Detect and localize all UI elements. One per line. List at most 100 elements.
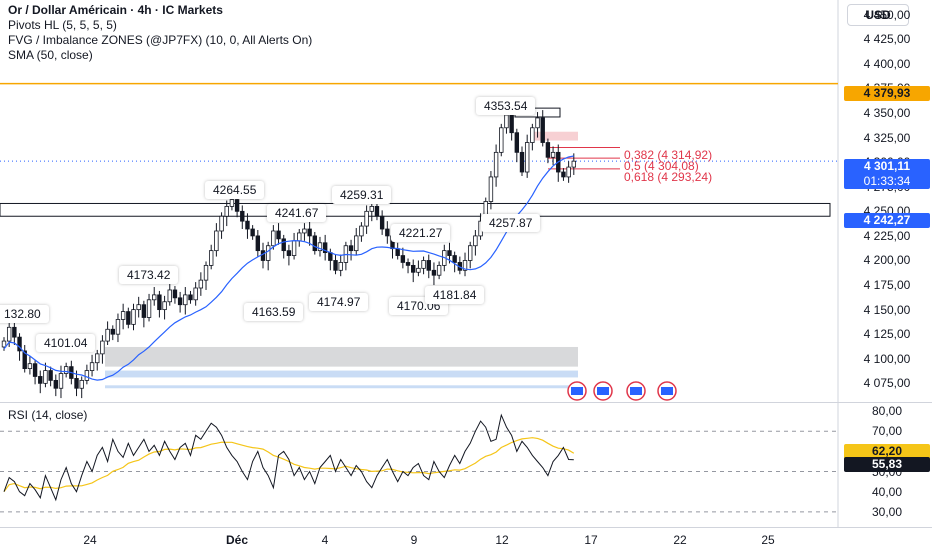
candle-body bbox=[48, 370, 53, 381]
candle-body bbox=[203, 264, 209, 281]
candle-body bbox=[63, 366, 69, 374]
candle-body bbox=[291, 240, 297, 256]
pivot-label: 4241.67 bbox=[267, 204, 327, 222]
bar-countdown: 01:33:34 bbox=[863, 174, 911, 188]
candle-body bbox=[328, 252, 333, 261]
candle-body bbox=[499, 127, 504, 153]
rsi-axis-label: 70,00 bbox=[871, 424, 903, 439]
price-axis-label: 4 350,00 bbox=[863, 106, 911, 121]
time-axis-label: 12 bbox=[495, 533, 509, 547]
price-pane[interactable] bbox=[0, 0, 932, 403]
rsi-axis-label: 40,00 bbox=[871, 484, 903, 499]
candle-body bbox=[100, 340, 105, 355]
candle-body bbox=[281, 238, 286, 252]
candle-body bbox=[157, 294, 162, 311]
price-axis-label: 4 425,00 bbox=[863, 32, 911, 47]
candle-body bbox=[374, 206, 380, 217]
candle-body bbox=[131, 309, 136, 325]
fvg-zone bbox=[0, 202, 831, 217]
pivot-label: 4353.54 bbox=[476, 97, 536, 115]
legend-pivots[interactable]: Pivots HL (5, 5, 5, 5) bbox=[8, 18, 117, 32]
economic-event-flag bbox=[661, 387, 673, 395]
candle-body bbox=[234, 199, 240, 212]
candle-body bbox=[208, 250, 214, 266]
candle-body bbox=[317, 242, 323, 252]
candle-body bbox=[530, 127, 535, 143]
candle-body bbox=[550, 151, 556, 158]
candle-body bbox=[421, 260, 426, 269]
candle-body bbox=[535, 117, 540, 129]
candle-body bbox=[379, 215, 385, 230]
price-axis-label: 4 200,00 bbox=[863, 253, 911, 268]
candle-body bbox=[467, 245, 473, 261]
resistance-price-tag: 4 379,93 bbox=[844, 86, 930, 101]
fib-level-05: 0,5 (4 304,08) bbox=[624, 159, 699, 173]
candle-body bbox=[369, 206, 374, 212]
candle-body bbox=[95, 353, 100, 364]
candle-body bbox=[312, 235, 317, 252]
candle-body bbox=[172, 289, 178, 299]
time-axis-label: 17 bbox=[584, 533, 598, 547]
candle-body bbox=[27, 363, 33, 369]
legend-sma[interactable]: SMA (50, close) bbox=[8, 48, 93, 62]
candle-body bbox=[333, 260, 338, 271]
time-axis-label: 22 bbox=[673, 533, 687, 547]
candle-body bbox=[431, 269, 437, 276]
candle-body bbox=[514, 132, 520, 153]
candle-body bbox=[255, 235, 261, 252]
time-axis-label: 9 bbox=[410, 533, 418, 547]
candle-body bbox=[545, 142, 551, 158]
fvg-zone bbox=[105, 385, 578, 389]
candle-body bbox=[405, 262, 411, 266]
candle-body bbox=[276, 230, 281, 240]
time-axis-label: Déc bbox=[225, 533, 249, 547]
candle-body bbox=[426, 260, 431, 271]
candle-body bbox=[115, 319, 121, 335]
candle-body bbox=[17, 336, 22, 352]
rsi-axis-label: 80,00 bbox=[871, 404, 903, 419]
candle-body bbox=[167, 289, 172, 303]
candle-body bbox=[493, 151, 499, 178]
price-axis-label: 4 150,00 bbox=[863, 302, 911, 317]
candle-body bbox=[385, 228, 390, 237]
candle-body bbox=[322, 242, 328, 254]
fvg-zone bbox=[105, 370, 578, 378]
candle-body bbox=[473, 235, 478, 247]
rsi-ma-tag: 62,20 bbox=[844, 444, 930, 459]
candle-body bbox=[110, 328, 115, 335]
candle-body bbox=[504, 114, 509, 129]
candle-body bbox=[519, 151, 525, 173]
price-axis-label: 4 125,00 bbox=[863, 327, 911, 342]
pivot-label: 4173.42 bbox=[119, 266, 179, 284]
candle-body bbox=[6, 326, 12, 342]
candle-body bbox=[120, 311, 126, 320]
fib-level-0618: 0,618 (4 293,24) bbox=[624, 170, 713, 184]
legend-fvg[interactable]: FVG / Imbalance ZONES (@JP7FX) (10, 0, A… bbox=[8, 33, 313, 47]
legend-rsi[interactable]: RSI (14, close) bbox=[8, 408, 88, 422]
time-axis-label: 24 bbox=[83, 533, 97, 547]
candle-body bbox=[462, 260, 468, 271]
candle-body bbox=[509, 114, 514, 134]
candle-body bbox=[58, 373, 64, 389]
symbol-title: Or / Dollar Américain · 4h · IC Markets bbox=[8, 3, 223, 17]
time-axis-label: 25 bbox=[761, 533, 775, 547]
rsi-pane[interactable] bbox=[0, 403, 932, 528]
price-axis-label: 4 100,00 bbox=[863, 351, 911, 366]
pivot-label: 4221.27 bbox=[391, 224, 451, 242]
candle-body bbox=[219, 215, 224, 232]
rsi-line bbox=[3, 413, 574, 502]
pivot-label: 4264.55 bbox=[205, 181, 265, 199]
pivot-label: 4174.97 bbox=[309, 293, 369, 311]
price-axis-label: 4 400,00 bbox=[863, 56, 911, 71]
candle-body bbox=[229, 199, 235, 207]
current-price-tag: 4 301,11 01:33:34 bbox=[844, 159, 930, 189]
price-axis-label: 4 225,00 bbox=[863, 228, 911, 243]
candle-body bbox=[12, 326, 17, 338]
candle-body bbox=[43, 370, 48, 384]
candle-body bbox=[338, 262, 343, 271]
candle-body bbox=[250, 228, 255, 237]
candle-body bbox=[561, 171, 566, 178]
candle-body bbox=[193, 287, 198, 301]
currency-button[interactable]: USD bbox=[847, 4, 909, 26]
